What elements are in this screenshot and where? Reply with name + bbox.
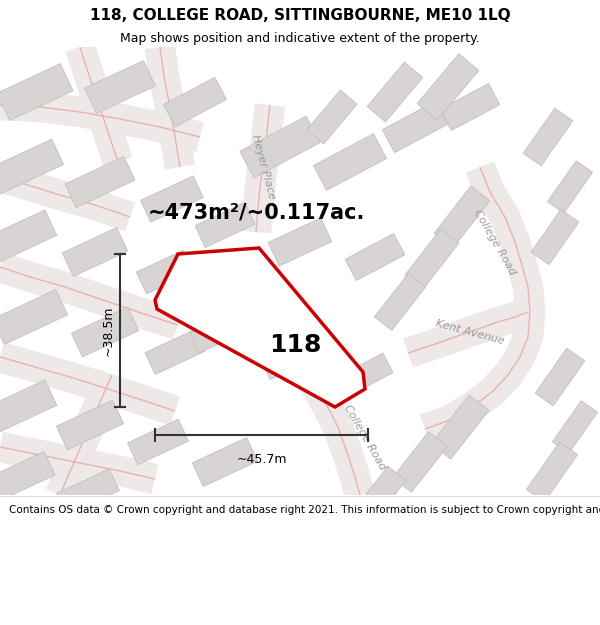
Text: ~38.5m: ~38.5m (101, 305, 115, 356)
Polygon shape (354, 466, 406, 524)
Polygon shape (260, 334, 320, 379)
Polygon shape (553, 401, 598, 453)
Text: ~473m²/~0.117ac.: ~473m²/~0.117ac. (148, 202, 365, 222)
Polygon shape (268, 218, 332, 266)
Polygon shape (307, 90, 357, 144)
Polygon shape (0, 139, 64, 195)
Polygon shape (0, 289, 68, 344)
Polygon shape (431, 395, 489, 459)
Polygon shape (313, 134, 386, 191)
Text: 118: 118 (269, 333, 321, 357)
Polygon shape (434, 186, 490, 248)
Polygon shape (240, 116, 320, 178)
Polygon shape (193, 438, 257, 486)
Text: 118, COLLEGE ROAD, SITTINGBOURNE, ME10 1LQ: 118, COLLEGE ROAD, SITTINGBOURNE, ME10 1… (89, 9, 511, 24)
Polygon shape (526, 442, 578, 502)
Polygon shape (0, 380, 57, 434)
Text: Kent Avenue: Kent Avenue (434, 318, 505, 346)
Polygon shape (367, 62, 423, 122)
Polygon shape (62, 228, 128, 276)
Text: ~45.7m: ~45.7m (236, 453, 287, 466)
Text: Contains OS data © Crown copyright and database right 2021. This information is : Contains OS data © Crown copyright and d… (9, 506, 600, 516)
Polygon shape (140, 176, 203, 222)
Polygon shape (85, 61, 155, 113)
Polygon shape (195, 202, 255, 248)
Polygon shape (345, 234, 405, 281)
Polygon shape (0, 64, 73, 121)
Polygon shape (56, 469, 119, 515)
Polygon shape (0, 451, 55, 503)
Polygon shape (547, 161, 593, 213)
Polygon shape (155, 248, 365, 407)
Polygon shape (190, 311, 246, 353)
Polygon shape (523, 108, 573, 166)
Polygon shape (56, 400, 124, 450)
Polygon shape (392, 432, 448, 492)
Polygon shape (145, 329, 205, 374)
Polygon shape (136, 250, 194, 294)
Polygon shape (405, 229, 459, 289)
Polygon shape (535, 348, 585, 406)
Polygon shape (128, 419, 188, 465)
Text: College Road: College Road (472, 208, 518, 276)
Text: Heyer Place: Heyer Place (250, 134, 277, 201)
Polygon shape (417, 54, 479, 120)
Polygon shape (71, 307, 139, 357)
Polygon shape (65, 156, 135, 208)
Polygon shape (382, 101, 448, 152)
Text: College Road: College Road (342, 402, 388, 471)
Text: Map shows position and indicative extent of the property.: Map shows position and indicative extent… (120, 32, 480, 45)
Polygon shape (531, 209, 579, 264)
Polygon shape (440, 84, 500, 131)
Polygon shape (374, 274, 425, 331)
Polygon shape (164, 78, 226, 127)
Polygon shape (337, 353, 393, 397)
Polygon shape (0, 210, 57, 264)
